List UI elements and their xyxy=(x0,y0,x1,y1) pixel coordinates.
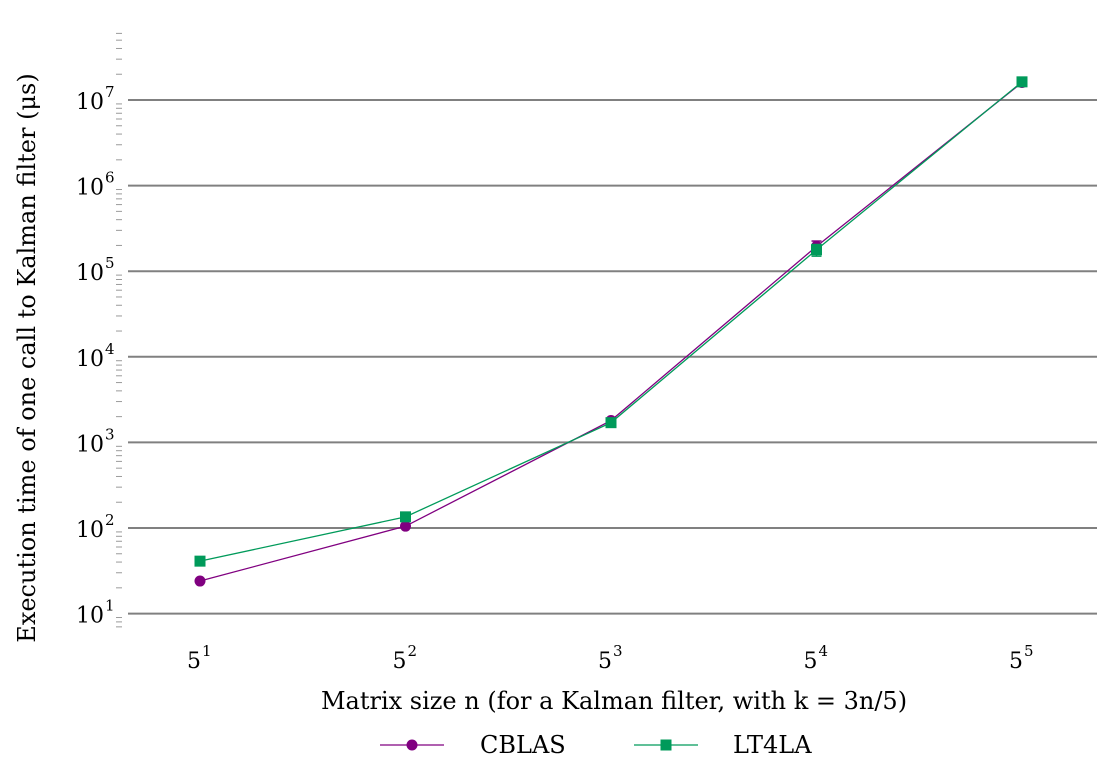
x-tick-exp: 1 xyxy=(202,642,212,660)
data-point xyxy=(194,555,206,567)
y-tick-label: 10 4 xyxy=(76,340,115,372)
y-tick-base: 10 xyxy=(76,604,104,629)
y-tick-label: 10 1 xyxy=(76,597,115,629)
data-point xyxy=(811,244,822,256)
y-tick-exp: 6 xyxy=(105,169,115,187)
legend: CBLAS LT4LA xyxy=(380,731,812,759)
y-tick-label: 10 3 xyxy=(76,425,115,457)
series-cblas xyxy=(194,77,1028,587)
y-tick-exp: 7 xyxy=(105,83,115,101)
x-tick-exp: 2 xyxy=(408,642,418,660)
data-series xyxy=(194,76,1028,587)
y-tick-base: 10 xyxy=(76,90,104,115)
legend-marker xyxy=(406,739,418,751)
x-tick-base: 5 xyxy=(598,649,612,674)
legend-item-lt4la: LT4LA xyxy=(634,731,812,759)
x-tick-exp: 4 xyxy=(819,642,829,660)
y-tick-label: 10 5 xyxy=(76,254,115,286)
x-tick-exp: 5 xyxy=(1024,642,1034,660)
y-tick-exp: 1 xyxy=(105,597,115,615)
data-point xyxy=(400,511,411,523)
data-point xyxy=(1016,76,1028,88)
minor-ticks xyxy=(116,32,122,628)
y-tick-exp: 4 xyxy=(105,340,115,358)
y-axis-label: Execution time of one call to Kalman fil… xyxy=(13,73,41,642)
y-tick-exp: 3 xyxy=(105,425,115,443)
x-tick-exp: 3 xyxy=(613,642,623,660)
legend-marker xyxy=(660,739,672,751)
series-lt4la xyxy=(194,76,1028,567)
x-tick-base: 5 xyxy=(187,649,201,674)
data-point xyxy=(400,520,411,532)
y-tick-base: 10 xyxy=(76,518,104,543)
legend-label: LT4LA xyxy=(733,731,812,759)
y-tick-label: 10 6 xyxy=(76,169,115,201)
legend-item-cblas: CBLAS xyxy=(380,731,566,759)
y-tick-label: 10 7 xyxy=(76,83,115,115)
y-tick-exp: 2 xyxy=(105,511,115,529)
data-point xyxy=(194,575,206,587)
y-tick-base: 10 xyxy=(76,261,104,286)
grid-lines xyxy=(128,99,1097,615)
x-axis-label: Matrix size n (for a Kalman filter, with… xyxy=(321,687,907,715)
x-tick-base: 5 xyxy=(393,649,407,674)
series-line xyxy=(199,82,1023,582)
y-tick-base: 10 xyxy=(76,347,104,372)
x-tick-base: 5 xyxy=(804,649,818,674)
x-tick-base: 5 xyxy=(1009,649,1023,674)
y-tick-exp: 5 xyxy=(105,254,115,272)
legend-label: CBLAS xyxy=(480,731,566,759)
y-tick-base: 10 xyxy=(76,176,104,201)
y-tick-label: 10 2 xyxy=(76,511,115,543)
series-line xyxy=(199,81,1023,562)
y-tick-base: 10 xyxy=(76,432,104,457)
data-point xyxy=(605,417,617,429)
